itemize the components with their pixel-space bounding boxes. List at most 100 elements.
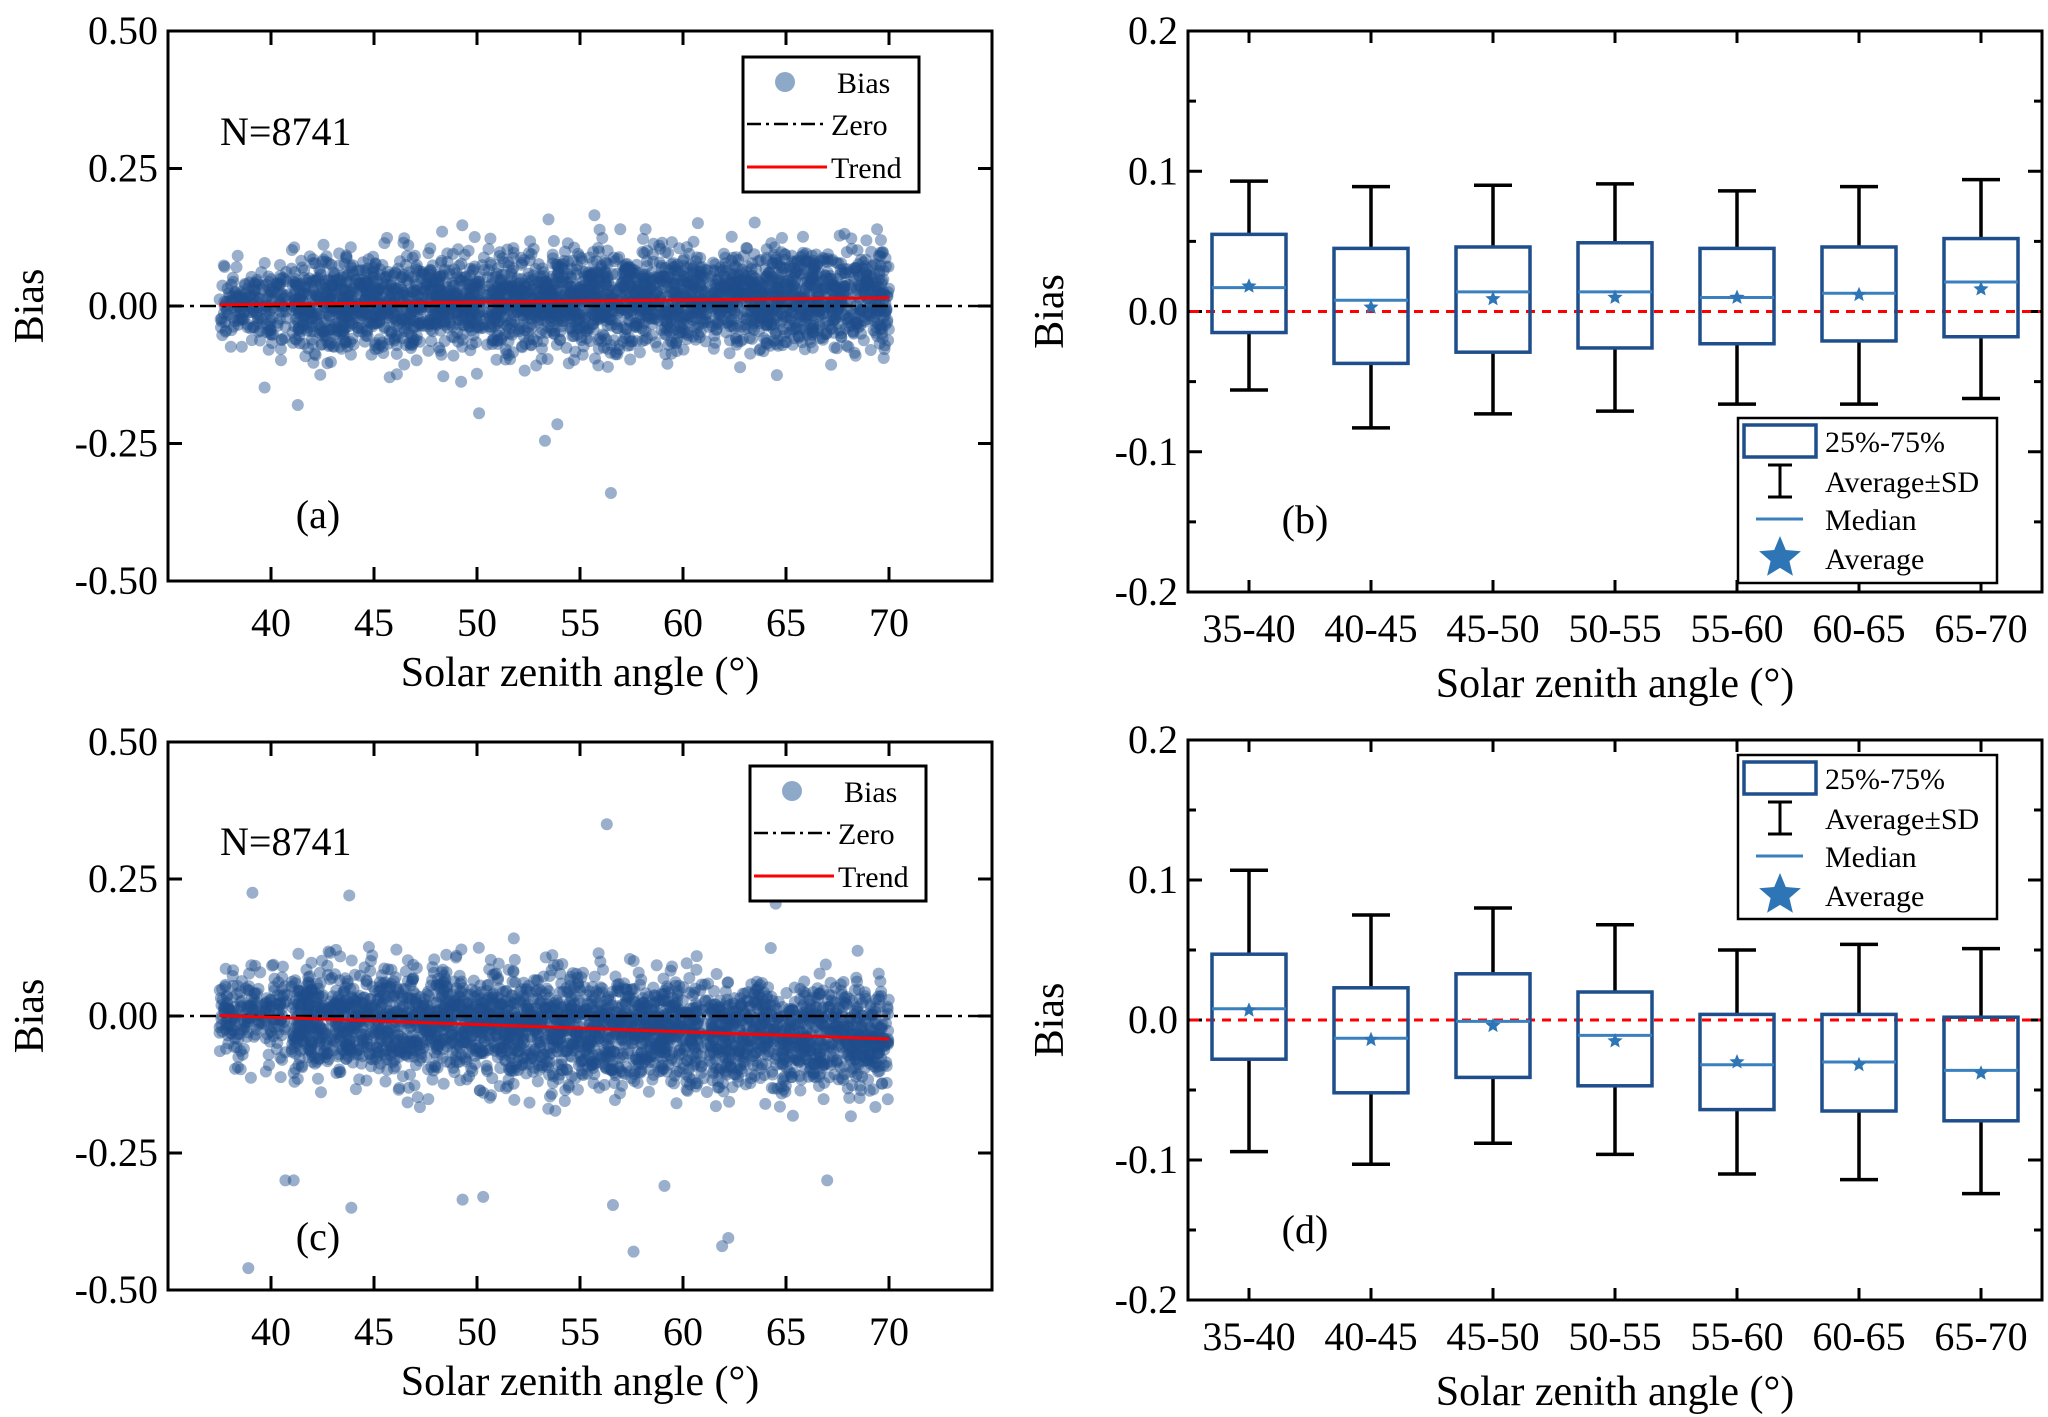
scatter-point bbox=[621, 339, 634, 352]
scatter-point bbox=[299, 281, 312, 294]
scatter-point bbox=[800, 253, 813, 266]
scatter-point bbox=[748, 216, 761, 229]
scatter-point bbox=[732, 281, 745, 294]
y-tick-label: 0.50 bbox=[88, 719, 158, 764]
scatter-point bbox=[357, 273, 370, 286]
scatter-point bbox=[769, 326, 782, 339]
scatter-point bbox=[279, 320, 292, 333]
scatter-point bbox=[252, 317, 265, 330]
scatter-point bbox=[491, 281, 504, 294]
scatter-point bbox=[870, 307, 883, 320]
scatter-point bbox=[390, 282, 402, 295]
scatter-point bbox=[605, 313, 618, 326]
scatter-point bbox=[456, 333, 469, 346]
scatter-point bbox=[406, 286, 419, 299]
scatter-point bbox=[369, 309, 382, 322]
scatter-point bbox=[658, 299, 671, 312]
scatter-point bbox=[838, 280, 850, 293]
x-tick-label: 60-65 bbox=[1812, 606, 1905, 651]
scatter-point bbox=[485, 321, 498, 333]
legend-label-average: Average bbox=[1825, 543, 1924, 576]
x-tick-label: 50 bbox=[457, 1309, 497, 1354]
scatter-point bbox=[367, 317, 380, 330]
scatter-point bbox=[411, 1091, 424, 1104]
scatter-point bbox=[578, 270, 591, 283]
scatter-point bbox=[540, 286, 552, 298]
scatter-point bbox=[779, 336, 791, 348]
scatter-point bbox=[675, 315, 688, 328]
scatter-point bbox=[649, 313, 662, 326]
scatter-point bbox=[874, 234, 887, 247]
scatter-point bbox=[585, 290, 598, 303]
scatter-point bbox=[250, 276, 263, 288]
scatter-point bbox=[638, 288, 651, 301]
scatter-point bbox=[613, 343, 626, 356]
scatter-point bbox=[340, 249, 353, 262]
scatter-point bbox=[575, 286, 588, 299]
scatter-point bbox=[840, 313, 853, 326]
scatter-point bbox=[444, 316, 456, 329]
scatter-point bbox=[555, 276, 568, 289]
scatter-point bbox=[525, 322, 538, 335]
scatter-point bbox=[542, 213, 555, 226]
scatter-point bbox=[359, 264, 372, 277]
y-tick-label: 0.1 bbox=[1128, 148, 1178, 193]
scatter-point bbox=[687, 263, 700, 275]
scatter-point bbox=[731, 301, 744, 314]
scatter-point bbox=[383, 371, 396, 384]
scatter-point bbox=[874, 287, 887, 300]
scatter-point bbox=[811, 269, 824, 282]
scatter-point bbox=[551, 310, 563, 322]
scatter-point bbox=[763, 267, 776, 280]
scatter-point bbox=[379, 307, 392, 320]
scatter-point bbox=[864, 344, 877, 356]
scatter-point bbox=[806, 273, 819, 286]
scatter-point bbox=[378, 320, 391, 333]
scatter-point bbox=[868, 281, 881, 293]
scatter-point bbox=[312, 318, 325, 331]
scatter-point bbox=[358, 335, 371, 348]
scatter-point bbox=[227, 320, 240, 333]
scatter-point bbox=[502, 335, 515, 348]
scatter-point bbox=[611, 315, 624, 327]
scatter-point bbox=[545, 315, 558, 327]
scatter-point bbox=[838, 280, 851, 293]
scatter-point bbox=[465, 316, 478, 328]
scatter-point bbox=[689, 320, 701, 333]
scatter-point bbox=[857, 287, 870, 300]
scatter-point bbox=[391, 330, 404, 343]
scatter-point bbox=[314, 323, 327, 336]
scatter-point bbox=[537, 970, 550, 983]
scatter-point bbox=[293, 329, 306, 342]
x-tick-label: 70 bbox=[869, 600, 909, 645]
box-group-35-40 bbox=[1210, 179, 1288, 392]
scatter-point bbox=[839, 266, 852, 279]
scatter-point bbox=[565, 272, 578, 285]
scatter-point bbox=[266, 311, 279, 324]
scatter-point bbox=[761, 337, 774, 350]
scatter-point bbox=[800, 247, 813, 260]
scatter-point bbox=[361, 262, 374, 275]
scatter-point bbox=[826, 322, 839, 335]
scatter-point bbox=[262, 325, 275, 338]
scatter-point bbox=[784, 266, 797, 279]
scatter-point bbox=[796, 336, 809, 349]
scatter-point bbox=[401, 1096, 414, 1109]
scatter-point bbox=[744, 347, 757, 360]
scatter-point bbox=[274, 259, 286, 271]
scatter-point bbox=[737, 274, 749, 287]
scatter-point bbox=[565, 321, 578, 334]
scatter-point bbox=[323, 309, 336, 322]
scatter-point bbox=[469, 277, 482, 290]
x-tick-label: 60 bbox=[663, 1309, 703, 1354]
scatter-point bbox=[352, 325, 365, 338]
scatter-point bbox=[759, 263, 772, 275]
x-tick-label: 50-55 bbox=[1568, 606, 1661, 651]
scatter-point bbox=[841, 263, 854, 276]
scatter-point bbox=[463, 286, 476, 299]
scatter-point bbox=[492, 262, 505, 274]
scatter-point bbox=[702, 320, 715, 333]
scatter-point bbox=[417, 316, 429, 329]
scatter-point bbox=[252, 292, 265, 305]
scatter-point bbox=[753, 285, 766, 298]
